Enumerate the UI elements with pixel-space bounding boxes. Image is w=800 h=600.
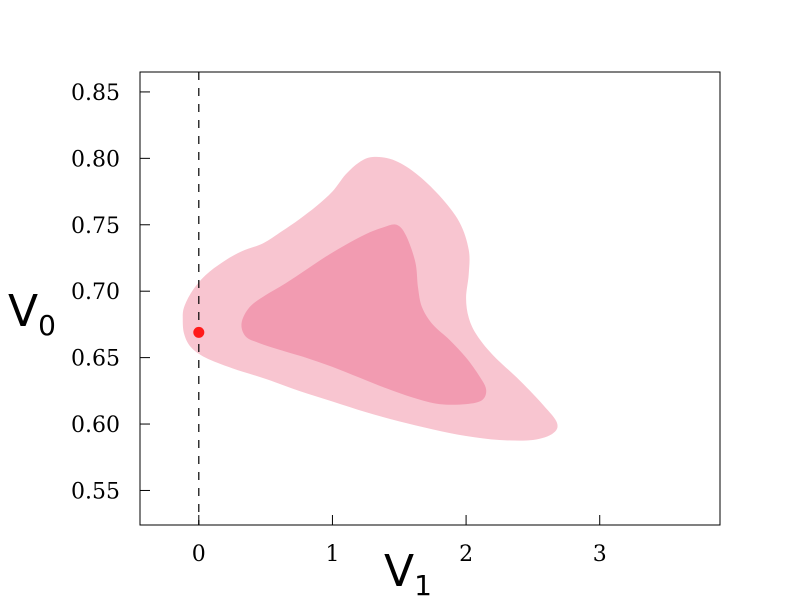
y-tick-label: 0.80 (71, 147, 120, 172)
x-axis-label: V1 (384, 546, 432, 600)
y-tick-label: 0.75 (71, 214, 120, 239)
y-tick-label: 0.70 (71, 280, 120, 305)
y-tick-label: 0.60 (71, 413, 120, 438)
x-tick-label: 3 (593, 542, 607, 567)
axes-layer: 0 1 2 3 0.55 0.60 0.65 0.70 0.75 0.80 0.85 (71, 71, 721, 567)
y-tick-label: 0.55 (71, 479, 120, 504)
x-tick-label: 2 (459, 542, 473, 567)
contour-layer (182, 156, 558, 441)
plot-frame (139, 71, 721, 526)
y-axis-label-sub: 0 (38, 309, 56, 342)
y-tick-label: 0.85 (71, 81, 120, 106)
best-fit-marker (193, 326, 205, 338)
y-tick-label: 0.65 (71, 347, 120, 372)
contour-inner (241, 224, 487, 405)
x-axis-label-sub: 1 (414, 569, 432, 600)
y-axis-label-main: V (8, 286, 38, 337)
x-axis-label-main: V (384, 546, 414, 597)
marker-layer (193, 326, 205, 338)
y-axis-label: V0 (8, 286, 56, 342)
x-tick-label: 1 (325, 542, 339, 567)
x-tick-label: 0 (192, 542, 206, 567)
